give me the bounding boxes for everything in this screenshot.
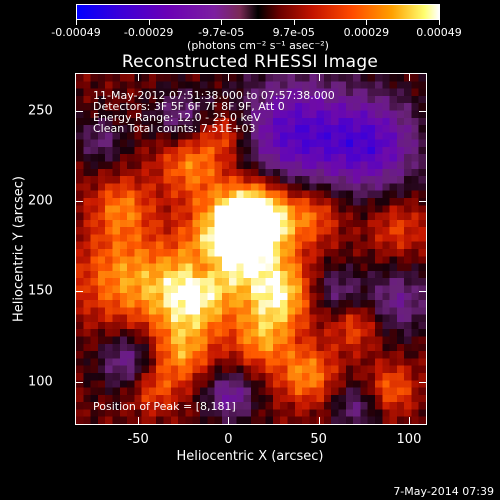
- x-axis-title: Heliocentric X (arcsec): [176, 449, 324, 464]
- x-axis-tick: [408, 417, 410, 425]
- colorbar-tick-label: 9.7e-05: [272, 26, 315, 39]
- x-axis-tick: [318, 417, 320, 425]
- x-axis-tick: [228, 417, 230, 425]
- colorbar-tick-label: -9.7e-05: [198, 26, 245, 39]
- y-axis-tick: [419, 381, 427, 383]
- x-axis-tick: [228, 73, 230, 81]
- colorbar-units: (photons cm⁻² s⁻¹ asec⁻²): [187, 39, 329, 52]
- x-axis-tick: [408, 73, 410, 81]
- info-energy-range: Energy Range: 12.0 - 25.0 keV: [93, 111, 261, 124]
- colorbar-tick-label: -0.00049: [51, 26, 101, 39]
- colorbar-tick: [76, 20, 77, 25]
- colorbar-tick: [366, 20, 368, 25]
- x-axis-tick: [138, 417, 140, 425]
- y-axis-tick-label: 250: [28, 103, 53, 119]
- y-axis-tick: [419, 291, 427, 293]
- info-clean-counts: Clean Total counts: 7.51E+03: [93, 122, 256, 135]
- colorbar: [76, 4, 440, 20]
- y-axis-tick: [75, 291, 83, 293]
- info-time-range: 11-May-2012 07:51:38.000 to 07:57:38.000: [93, 89, 335, 102]
- colorbar-tick: [439, 20, 440, 25]
- x-axis-tick: [138, 73, 140, 81]
- plot-title: Reconstructed RHESSI Image: [121, 52, 379, 72]
- colorbar-tick-label: 0.00049: [416, 26, 462, 39]
- x-axis-tick: [318, 73, 320, 81]
- y-axis-tick: [75, 381, 83, 383]
- timestamp: 7-May-2014 07:39: [393, 485, 494, 498]
- peak-position: Position of Peak = [8,181]: [93, 400, 236, 413]
- colorbar-tick: [221, 20, 223, 25]
- info-detectors: Detectors: 3F 5F 6F 7F 8F 9F, Att 0: [93, 100, 285, 113]
- x-axis-tick-label: 100: [396, 432, 422, 447]
- y-axis-tick: [75, 201, 83, 203]
- x-axis-tick-label: 50: [310, 432, 327, 447]
- map-plot-area: 11-May-2012 07:51:38.000 to 07:57:38.000…: [75, 73, 427, 425]
- y-axis-tick: [419, 201, 427, 203]
- x-axis-tick-label: 0: [224, 432, 233, 447]
- y-axis-tick: [75, 110, 83, 112]
- y-axis-tick-label: 200: [28, 193, 53, 209]
- y-axis-tick-label: 100: [28, 374, 53, 390]
- y-axis-title: Heliocentric Y (arcsec): [11, 176, 27, 322]
- colorbar-tick-label: 0.00029: [343, 26, 390, 39]
- x-axis-tick-label: -50: [127, 432, 149, 447]
- rhessi-image: [76, 74, 426, 424]
- colorbar-tick: [148, 20, 150, 25]
- y-axis-tick-label: 150: [28, 283, 53, 299]
- colorbar-tick: [293, 20, 295, 25]
- colorbar-tick-label: -0.00029: [123, 26, 174, 39]
- y-axis-tick: [419, 110, 427, 112]
